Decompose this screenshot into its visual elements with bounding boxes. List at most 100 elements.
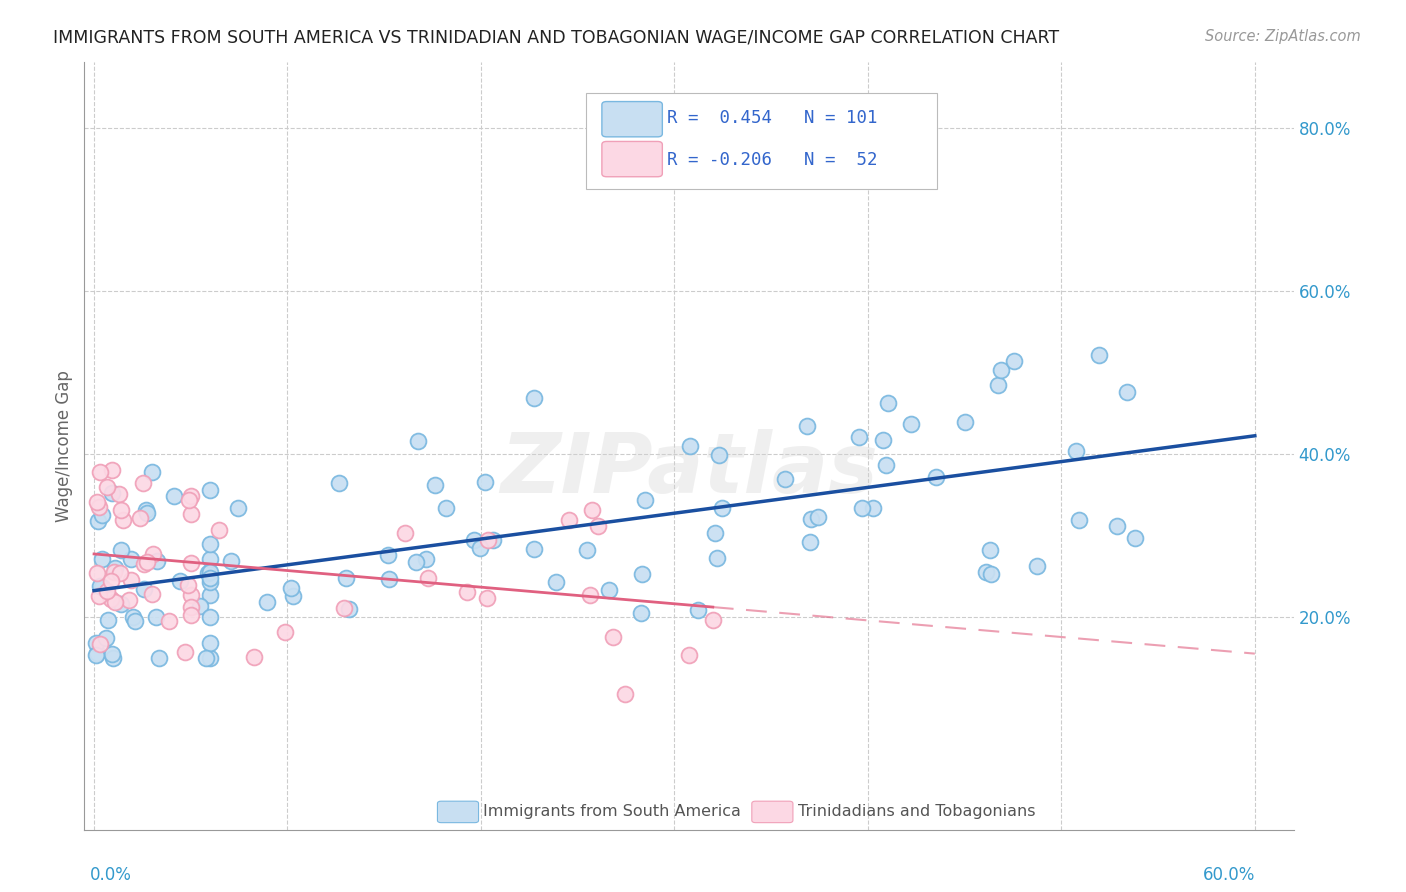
Point [602,630,624,644]
Point [274,625,297,640]
Text: Source: ZipAtlas.com: Source: ZipAtlas.com [1205,29,1361,44]
Point [576,542,599,557]
Point [84,648,107,662]
Point [94,631,117,645]
Point [103,651,125,665]
Point [678,648,700,662]
FancyBboxPatch shape [602,142,662,177]
Point [335,571,357,585]
Point [132,475,155,490]
Point [169,574,191,588]
Point [477,533,499,548]
Point [180,508,202,522]
Point [851,500,873,515]
Point [180,608,202,623]
Point [281,589,304,603]
Point [987,378,1010,392]
Point [180,588,202,602]
FancyBboxPatch shape [437,801,478,822]
Point [198,551,221,566]
Point [104,561,127,575]
Point [108,566,131,580]
Point [415,552,437,566]
Point [979,542,1001,557]
Point [145,610,167,624]
Point [328,476,350,491]
Point [135,506,157,520]
Point [208,523,231,537]
Point [197,566,219,581]
Point [118,592,141,607]
Point [122,610,145,624]
Point [101,647,124,661]
Point [108,487,131,501]
Point [679,439,702,453]
Point [142,547,165,561]
Point [129,511,152,525]
Text: Trinidadians and Tobagonians: Trinidadians and Tobagonians [797,805,1035,820]
Point [111,513,134,527]
Point [1026,559,1049,574]
Text: 60.0%: 60.0% [1202,866,1254,884]
Point [180,489,202,503]
Point [100,591,122,606]
Point [120,573,142,587]
Point [135,555,157,569]
Point [1069,513,1091,527]
Point [120,552,142,566]
FancyBboxPatch shape [752,801,793,822]
Point [101,485,124,500]
Point [188,599,211,614]
Point [773,472,796,486]
Point [872,434,894,448]
Point [630,566,652,581]
Point [103,566,125,580]
Y-axis label: Wage/Income Gap: Wage/Income Gap [55,370,73,522]
Point [474,475,496,489]
Point [96,584,118,599]
Point [1116,384,1139,399]
Point [198,609,221,624]
Text: 0.0%: 0.0% [90,866,132,884]
Point [89,636,111,650]
Point [97,613,120,627]
Point [110,542,132,557]
Point [800,511,823,525]
Point [89,465,111,479]
Point [581,503,603,517]
Point [377,548,399,562]
Point [173,645,195,659]
Point [704,526,727,541]
FancyBboxPatch shape [602,102,662,136]
FancyBboxPatch shape [586,93,936,189]
Point [418,571,440,585]
Point [378,573,401,587]
Point [634,492,657,507]
Point [179,493,201,508]
Point [924,470,946,484]
Point [848,430,870,444]
Point [711,501,734,516]
Point [463,533,485,547]
Point [544,574,567,589]
Point [148,651,170,665]
Text: IMMIGRANTS FROM SOUTH AMERICA VS TRINIDADIAN AND TOBAGONIAN WAGE/INCOME GAP CORR: IMMIGRANTS FROM SOUTH AMERICA VS TRINIDA… [53,29,1060,46]
Point [135,503,157,517]
Point [408,434,430,449]
Point [598,583,620,598]
Point [405,555,427,569]
Text: Immigrants from South America: Immigrants from South America [484,805,741,820]
Point [124,614,146,628]
Point [243,650,266,665]
Point [579,588,602,602]
Point [523,391,546,405]
Point [280,581,302,595]
Point [796,419,818,434]
Text: N = 101: N = 101 [804,110,877,128]
Point [702,613,724,627]
Point [87,514,110,528]
Point [198,635,221,649]
Point [132,557,155,571]
Point [157,614,180,628]
Point [198,565,221,579]
